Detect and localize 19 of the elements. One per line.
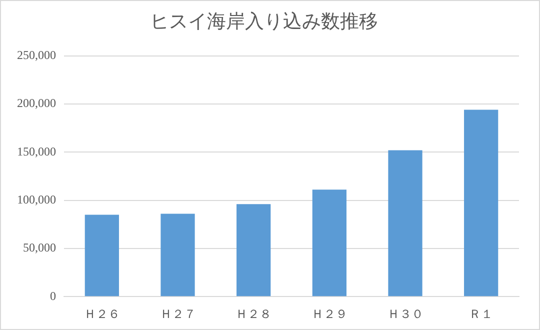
y-tick-label: 50,000 (23, 240, 56, 255)
x-tick-label: Ｈ２７ (160, 306, 196, 321)
y-tick-label: 200,000 (17, 96, 56, 110)
y-tick-label: 0 (50, 288, 56, 303)
bar (84, 214, 119, 296)
x-tick-label: Ｈ２８ (236, 306, 272, 321)
x-tick-label: Ｒ１ (469, 306, 494, 321)
x-tick-label: Ｈ３０ (387, 306, 424, 321)
bar (388, 150, 422, 296)
x-tick-label: Ｈ２９ (311, 306, 348, 321)
bar (312, 190, 346, 296)
bar (464, 110, 498, 296)
y-tick-label: 250,000 (17, 48, 56, 62)
bar (160, 214, 195, 296)
chart-title: ヒスイ海岸入り込み数推移 (150, 11, 378, 32)
y-tick-label: 150,000 (17, 144, 56, 158)
bar (236, 204, 271, 296)
x-tick-label: Ｈ２６ (84, 306, 120, 321)
y-tick-label: 100,000 (17, 192, 56, 206)
